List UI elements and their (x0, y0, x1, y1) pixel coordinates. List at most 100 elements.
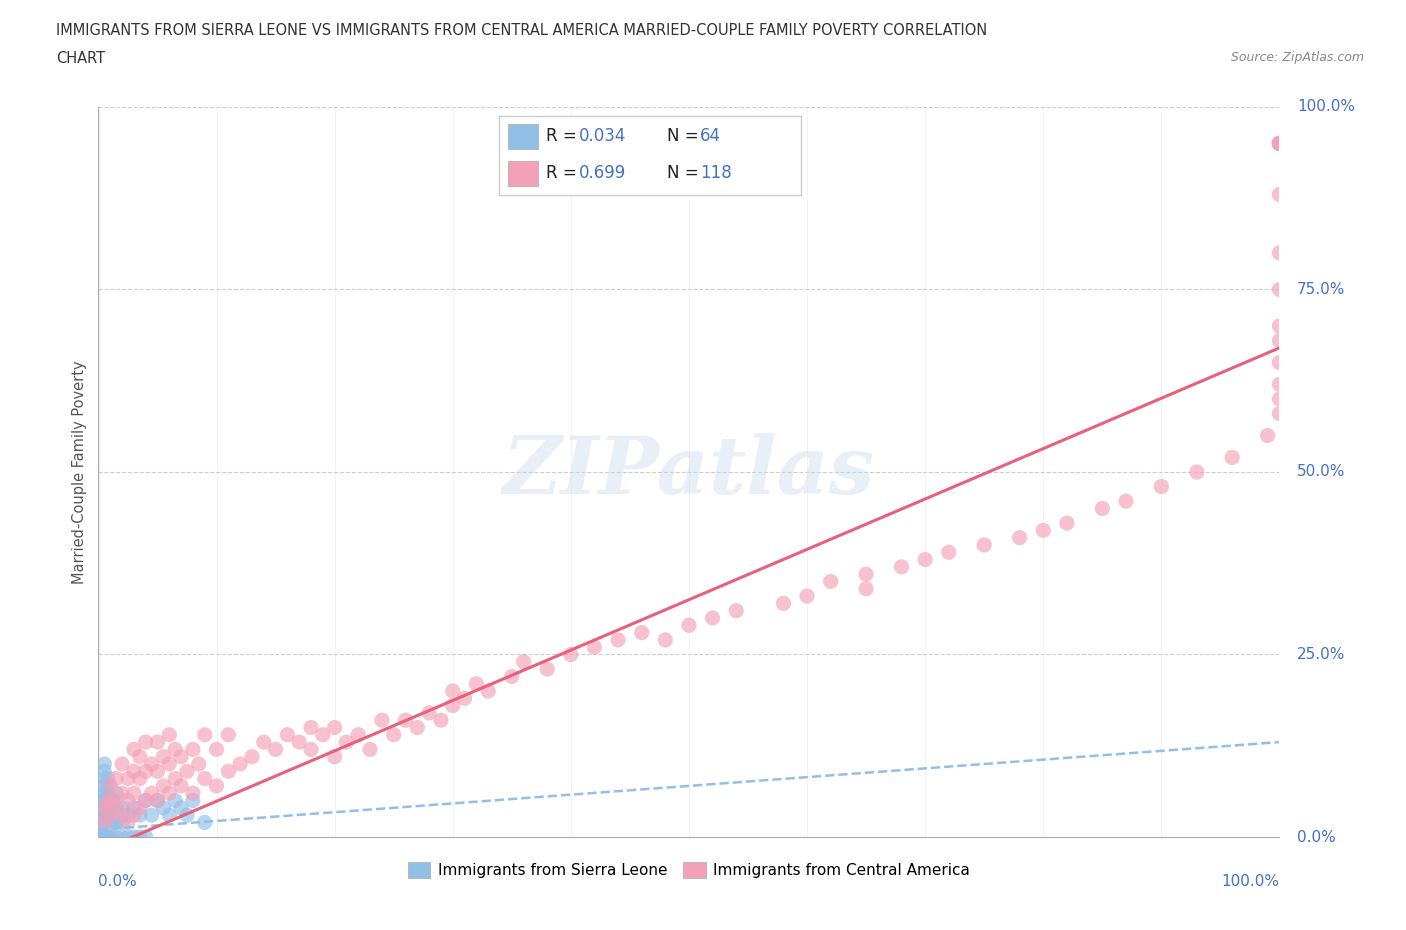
Point (93, 801, 115, 816)
Point (418, 706, 440, 721)
Point (93, 830, 115, 844)
Bar (508, 161, 538, 186)
Point (101, 793, 124, 808)
Point (229, 757, 252, 772)
Point (176, 764, 198, 778)
Point (146, 793, 169, 808)
Point (441, 684, 464, 698)
Point (93, 815, 115, 830)
Point (157, 786, 180, 801)
Text: N =: N = (666, 164, 704, 181)
Point (165, 742, 187, 757)
Point (702, 611, 724, 626)
Point (1091, 501, 1114, 516)
Point (93, 793, 115, 808)
Point (1268, 319, 1291, 334)
Point (93, 830, 115, 844)
Point (205, 778, 228, 793)
Point (141, 786, 163, 801)
Point (146, 735, 169, 750)
Point (141, 757, 163, 772)
Point (111, 807, 134, 822)
Point (165, 793, 187, 808)
Point (128, 750, 150, 764)
Point (91, 830, 114, 844)
Point (323, 750, 346, 764)
Point (583, 640, 606, 655)
Point (1268, 136, 1291, 151)
Point (111, 801, 134, 816)
Point (1257, 428, 1279, 443)
Point (101, 801, 124, 816)
Point (101, 830, 124, 844)
Point (105, 801, 128, 816)
Point (91, 830, 114, 844)
Point (157, 727, 180, 742)
Point (165, 771, 187, 786)
Point (117, 807, 139, 822)
Point (654, 632, 676, 647)
Point (170, 801, 193, 816)
Point (217, 727, 239, 742)
Point (170, 778, 193, 793)
Point (93, 830, 115, 844)
Point (430, 712, 453, 727)
Text: R =: R = (546, 164, 582, 181)
Y-axis label: Married-Couple Family Poverty: Married-Couple Family Poverty (72, 360, 87, 584)
Point (97, 830, 120, 844)
Point (630, 625, 652, 640)
Text: 100.0%: 100.0% (1298, 100, 1355, 114)
Point (98, 807, 121, 822)
Text: 118: 118 (700, 164, 733, 181)
Point (152, 750, 174, 764)
Point (101, 793, 124, 808)
Point (1268, 136, 1291, 151)
Point (240, 750, 263, 764)
Point (152, 801, 174, 816)
Point (135, 830, 157, 844)
Point (93, 807, 115, 822)
Legend: Immigrants from Sierra Leone, Immigrants from Central America: Immigrants from Sierra Leone, Immigrants… (402, 856, 976, 884)
Point (157, 757, 180, 772)
Point (91, 793, 114, 808)
Point (111, 830, 134, 844)
Point (299, 720, 322, 735)
Text: 100.0%: 100.0% (1222, 873, 1279, 888)
Point (276, 727, 298, 742)
Point (105, 786, 128, 801)
Point (91, 807, 114, 822)
Text: 0.034: 0.034 (579, 127, 627, 145)
Text: 0.0%: 0.0% (98, 873, 138, 888)
Point (772, 596, 794, 611)
Point (152, 778, 174, 793)
Text: R =: R = (546, 127, 582, 145)
Point (122, 742, 145, 757)
Point (181, 742, 204, 757)
Point (111, 815, 134, 830)
Text: CHART: CHART (56, 51, 105, 66)
Point (117, 793, 139, 808)
Point (323, 720, 346, 735)
Point (890, 560, 912, 575)
Text: N =: N = (666, 127, 704, 145)
Point (194, 815, 217, 830)
Point (117, 830, 139, 844)
Point (607, 632, 630, 647)
Point (91, 830, 114, 844)
Point (512, 655, 534, 670)
Point (855, 581, 877, 596)
Point (371, 712, 394, 727)
Point (91, 815, 114, 830)
Point (93, 757, 115, 772)
Point (382, 727, 405, 742)
Point (536, 661, 558, 676)
Point (1268, 187, 1291, 202)
Point (128, 807, 150, 822)
Point (97, 786, 120, 801)
Point (122, 764, 145, 778)
Point (1008, 530, 1031, 545)
Point (1115, 494, 1137, 509)
Point (187, 757, 209, 772)
Point (181, 786, 204, 801)
Point (264, 742, 287, 757)
